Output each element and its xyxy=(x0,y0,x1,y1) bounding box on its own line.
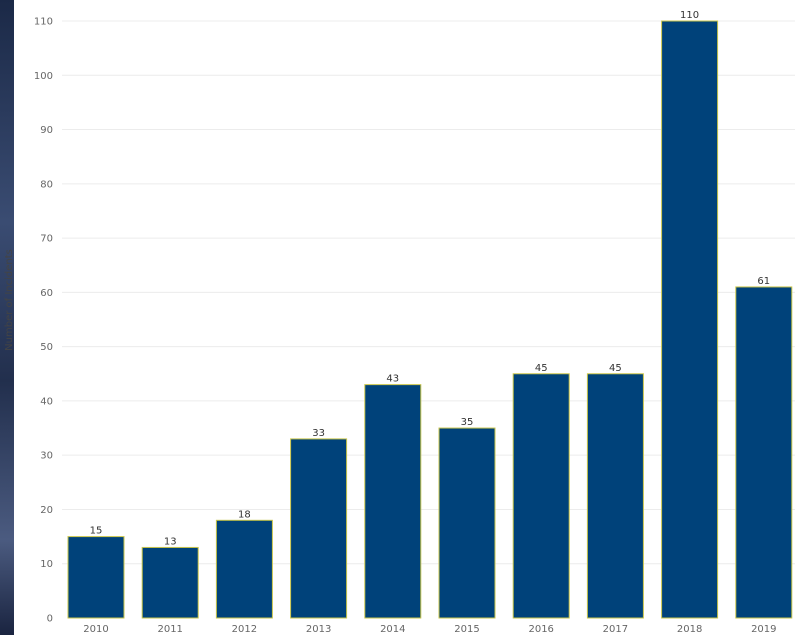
x-tick-label: 2019 xyxy=(751,624,776,635)
data-label: 43 xyxy=(386,374,399,385)
bar-2017 xyxy=(586,373,644,619)
x-tick-label: 2012 xyxy=(232,624,257,635)
y-tick-label: 60 xyxy=(40,288,53,299)
x-tick-label: 2017 xyxy=(603,624,628,635)
bar-2016 xyxy=(512,373,570,619)
y-axis-ticks: 0 10 20 30 40 50 60 70 80 90 100 110 xyxy=(34,17,53,625)
bar-2012 xyxy=(215,519,273,619)
y-tick-label: 0 xyxy=(47,614,53,625)
x-tick-label: 2015 xyxy=(454,624,479,635)
x-tick-label: 2010 xyxy=(83,624,108,635)
y-tick-label: 50 xyxy=(40,342,53,353)
y-tick-label: 100 xyxy=(34,71,53,82)
x-tick-label: 2013 xyxy=(306,624,331,635)
data-labels: 15 13 18 33 43 35 45 45 110 61 xyxy=(90,10,771,547)
bar-2011 xyxy=(141,546,199,619)
y-tick-label: 30 xyxy=(40,451,53,462)
data-label: 15 xyxy=(90,526,103,537)
x-axis-ticks: 2010 2011 2012 2013 2014 2015 2016 2017 2018 2019 xyxy=(83,624,776,635)
y-tick-label: 90 xyxy=(40,125,53,136)
data-label: 13 xyxy=(164,536,177,547)
bars xyxy=(67,20,793,619)
bar-2018 xyxy=(661,20,719,619)
bar-2010 xyxy=(67,536,125,619)
data-label: 45 xyxy=(535,363,548,374)
y-axis-label: Number of Incidents xyxy=(4,249,15,351)
x-tick-label: 2018 xyxy=(677,624,702,635)
x-tick-label: 2014 xyxy=(380,624,405,635)
data-label: 18 xyxy=(238,509,251,520)
data-label: 110 xyxy=(680,10,699,21)
data-label: 45 xyxy=(609,363,622,374)
bar-2015 xyxy=(438,427,496,619)
bar-2019 xyxy=(735,286,793,619)
bar-2014 xyxy=(364,384,422,619)
y-tick-label: 110 xyxy=(34,17,53,28)
x-tick-label: 2011 xyxy=(157,624,182,635)
x-tick-label: 2016 xyxy=(528,624,553,635)
data-label: 35 xyxy=(461,417,474,428)
y-tick-label: 40 xyxy=(40,396,53,407)
data-label: 33 xyxy=(312,428,325,439)
y-tick-label: 80 xyxy=(40,179,53,190)
y-tick-label: 70 xyxy=(40,234,53,245)
data-label: 61 xyxy=(757,276,770,287)
bar-2013 xyxy=(290,438,348,619)
y-tick-label: 10 xyxy=(40,559,53,570)
y-tick-label: 20 xyxy=(40,505,53,516)
